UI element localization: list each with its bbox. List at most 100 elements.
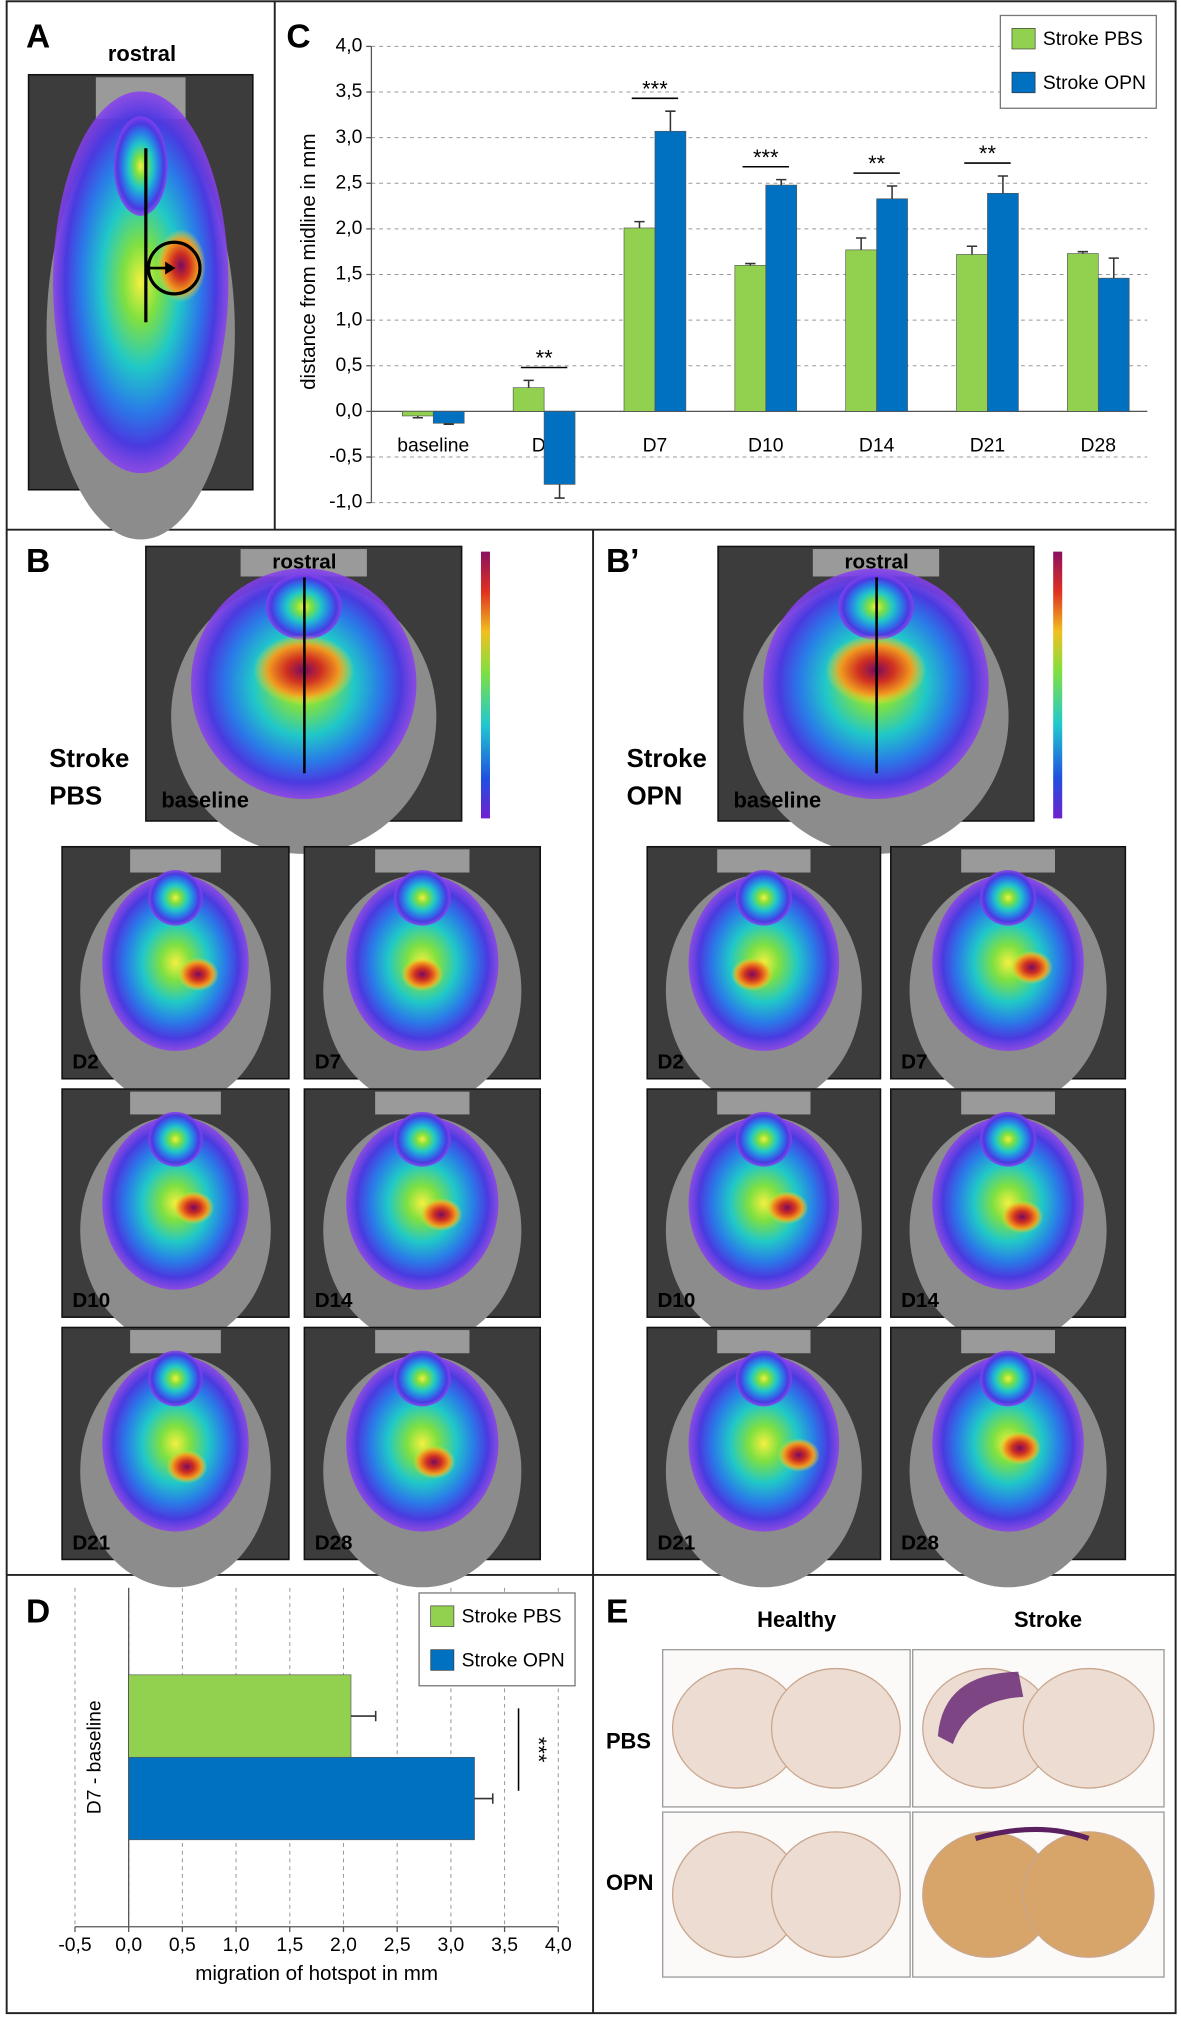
bioluminescence-image (890, 1088, 1127, 1345)
x-tick-label: D7 (643, 435, 668, 456)
timepoint-label: baseline (734, 787, 822, 812)
y-tick-label: D7 - baseline (85, 1700, 106, 1814)
hemisphere (770, 1667, 901, 1789)
x-tick-label: 0,5 (169, 1935, 196, 1956)
y-tick-label: 2,0 (336, 218, 363, 239)
hotspot (401, 957, 444, 992)
y-tick-label: 3,5 (336, 81, 363, 102)
headstage (961, 849, 1055, 873)
panel-label: E (606, 1593, 628, 1630)
bioluminescence-image (61, 1088, 290, 1345)
signal (932, 874, 1084, 1051)
x-tick-label: 2,5 (384, 1935, 411, 1956)
hotspot (173, 1191, 215, 1225)
hotspot (777, 1438, 820, 1472)
signal-neck (394, 1111, 451, 1167)
signal (346, 1355, 499, 1532)
hotspot (998, 1431, 1041, 1465)
bar (128, 1756, 475, 1841)
panel-label: B’ (606, 543, 640, 580)
legend-label: Stroke PBS (462, 1607, 562, 1628)
error-bar (886, 185, 898, 199)
bioluminescence-image (303, 845, 542, 1107)
signal (102, 1355, 249, 1532)
x-tick-label: 3,0 (437, 1935, 464, 1956)
hotspot (1010, 950, 1053, 985)
bioluminescence-image (646, 1088, 882, 1345)
significance-label: *** (753, 145, 779, 170)
headstage (375, 849, 470, 873)
signal-neck (148, 1111, 203, 1167)
y-tick-label: 1,5 (336, 264, 363, 285)
brain-section (912, 1649, 1165, 1808)
signal (102, 874, 249, 1051)
headstage (130, 1330, 221, 1354)
x-tick-label: 2,0 (330, 1935, 357, 1956)
hotspot (419, 1198, 463, 1231)
significance-label: *** (526, 1737, 551, 1763)
error-bar (776, 178, 787, 186)
y-tick-label: 0,0 (336, 401, 363, 422)
brain-section (662, 1649, 911, 1808)
timepoint-label: D14 (901, 1289, 939, 1312)
timepoint-label: D21 (658, 1531, 696, 1554)
bar (956, 254, 988, 412)
brain-section (912, 1811, 1165, 1978)
panel-label: B (26, 543, 50, 580)
legend-label: Stroke OPN (462, 1650, 565, 1671)
significance-label: ** (868, 151, 886, 176)
bioluminescence-image (61, 845, 290, 1107)
headstage (130, 849, 221, 873)
headstage (375, 1330, 470, 1354)
x-tick-label: D14 (859, 435, 895, 456)
bar (402, 411, 434, 417)
bar (1067, 253, 1099, 412)
x-tick-label: -0,5 (58, 1935, 91, 1956)
signal (53, 91, 229, 474)
bar (543, 411, 576, 485)
bioluminescence-image (303, 1326, 542, 1588)
x-tick-label: 3,5 (491, 1935, 518, 1956)
colorbar (1053, 551, 1063, 819)
legend-label: Stroke PBS (1043, 29, 1143, 50)
timepoint-label: D10 (658, 1289, 696, 1312)
legend-swatch (1011, 28, 1036, 50)
row-label: PBS (606, 1728, 651, 1753)
group-label: OPN (627, 783, 683, 811)
y-tick-label: -0,5 (329, 446, 362, 467)
bioluminescence-image (890, 1326, 1127, 1588)
orientation-label: rostral (108, 41, 176, 66)
row-label: OPN (606, 1870, 653, 1895)
bar (845, 249, 877, 412)
timepoint-label: D7 (901, 1051, 927, 1074)
column-label: Healthy (757, 1607, 837, 1632)
y-axis-title: distance from midline in mm (297, 133, 320, 390)
signal-neck (735, 869, 792, 926)
panel-label: A (26, 19, 50, 56)
panel-label: C (286, 19, 310, 56)
error-bar (745, 262, 756, 266)
timepoint-label: D28 (315, 1531, 353, 1554)
bar (765, 184, 798, 412)
y-tick-label: 0,5 (336, 355, 363, 376)
signal (688, 1116, 840, 1290)
timepoint-label: D10 (72, 1289, 110, 1312)
error-bar (443, 423, 454, 425)
hotspot (1001, 1200, 1044, 1234)
headstage (130, 1091, 221, 1115)
error-bar (554, 484, 565, 499)
error-bar (412, 415, 423, 419)
x-tick-label: D28 (1081, 435, 1116, 456)
y-tick-label: 3,0 (336, 127, 363, 148)
signal (932, 1116, 1084, 1290)
timepoint-label: D7 (315, 1051, 341, 1074)
error-bar (523, 379, 534, 388)
timepoint-label: D2 (72, 1051, 98, 1074)
bar (654, 130, 687, 412)
signal-neck (394, 1350, 451, 1407)
y-tick-label: 1,0 (336, 309, 363, 330)
brain-section (662, 1811, 911, 1978)
